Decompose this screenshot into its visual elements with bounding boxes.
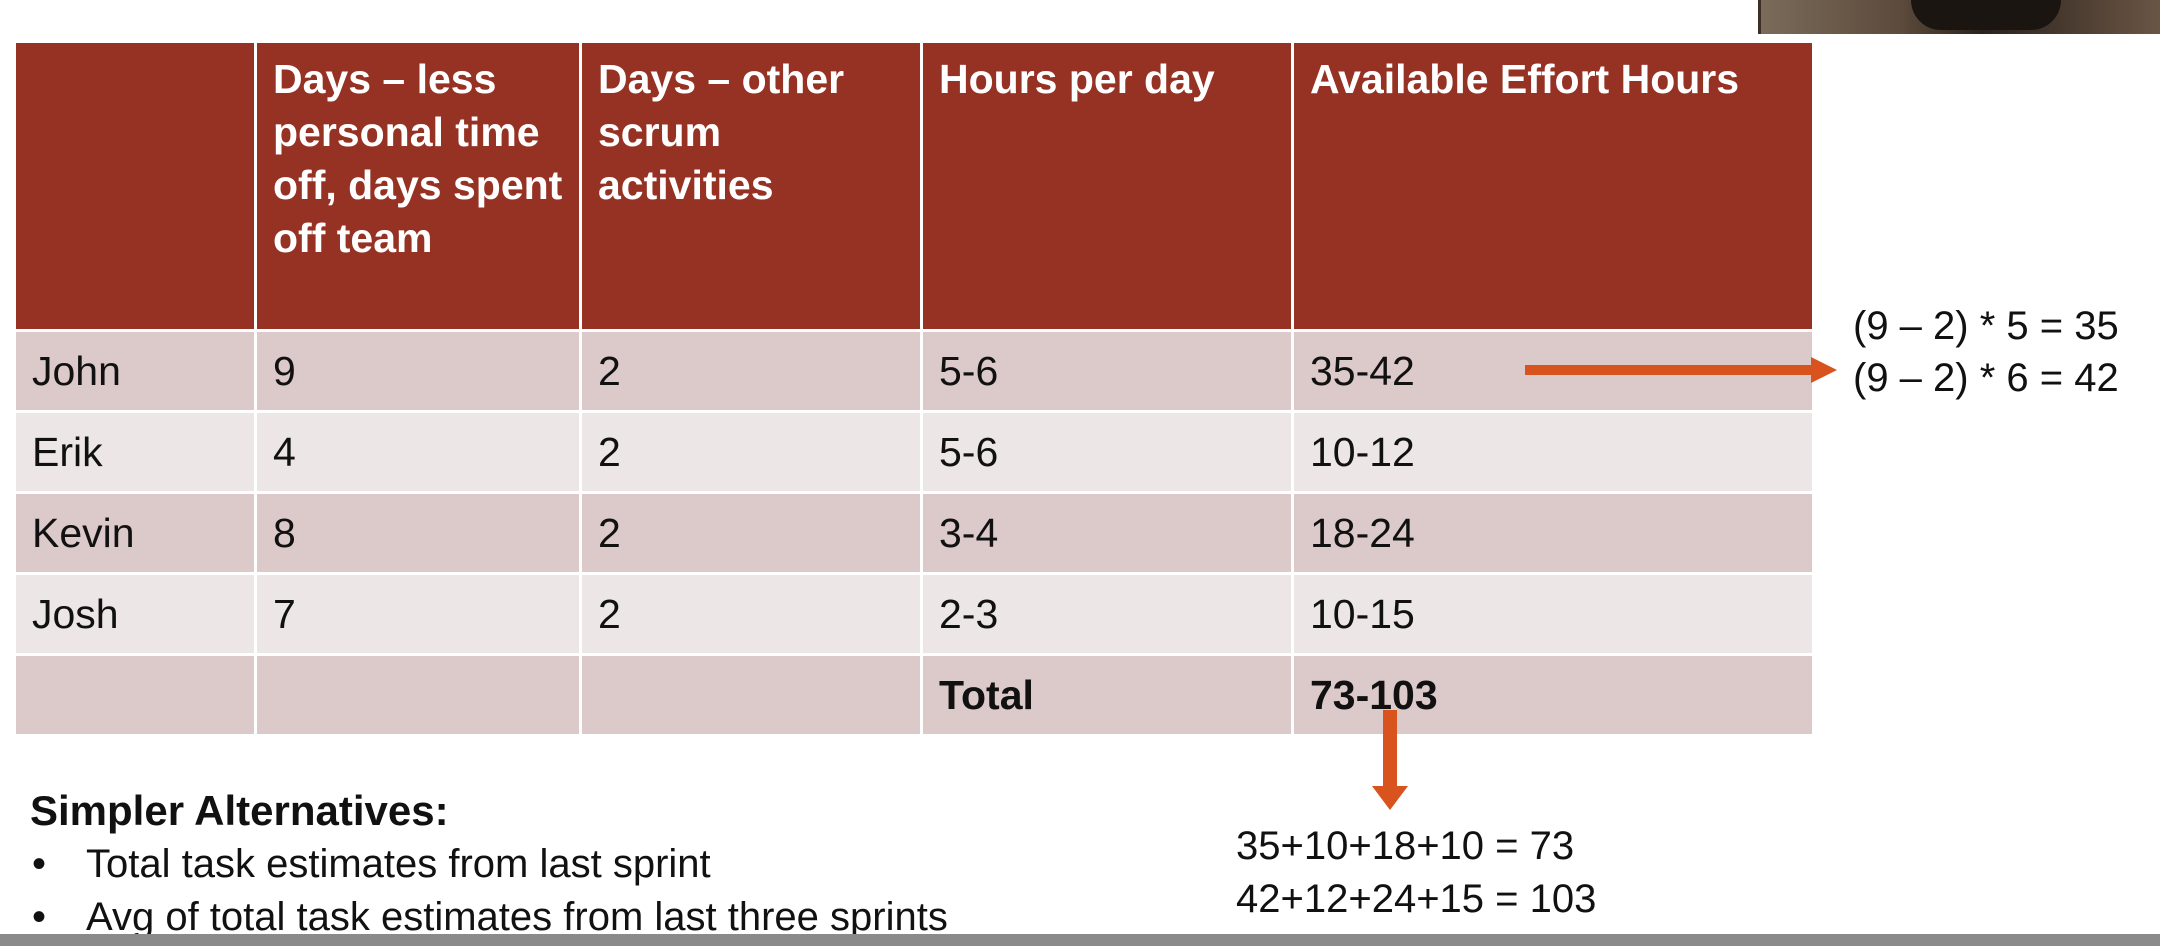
list-item: • Avg of total task estimates from last … xyxy=(30,891,948,944)
cell-effort: 10-12 xyxy=(1294,413,1812,491)
total-value: 73-103 xyxy=(1294,656,1812,734)
cell-hours: 3-4 xyxy=(923,494,1291,572)
alternatives-list: • Total task estimates from last sprint … xyxy=(30,838,948,944)
total-row: Total 73-103 xyxy=(16,656,1812,734)
table-row: Kevin 8 2 3-4 18-24 xyxy=(16,494,1812,572)
cell-name: Erik xyxy=(16,413,254,491)
cell-scrum-days: 2 xyxy=(582,332,920,410)
cell-hours: 5-6 xyxy=(923,413,1291,491)
webcam-thumbnail xyxy=(1758,0,2160,34)
calc-line-high: 42+12+24+15 = 103 xyxy=(1236,877,1597,921)
cell-scrum-days: 2 xyxy=(582,575,920,653)
table-row: Erik 4 2 5-6 10-12 xyxy=(16,413,1812,491)
arrow-right-icon xyxy=(1525,357,1837,383)
cell-name: Kevin xyxy=(16,494,254,572)
header-cell-name xyxy=(16,43,254,329)
arrow-down-icon xyxy=(1372,710,1408,810)
header-row: Days – less personal time off, days spen… xyxy=(16,43,1812,329)
cell-empty xyxy=(257,656,579,734)
list-item: • Total task estimates from last sprint xyxy=(30,838,948,891)
effort-table: Days – less personal time off, days spen… xyxy=(13,40,1815,737)
cell-empty xyxy=(16,656,254,734)
cell-name: Josh xyxy=(16,575,254,653)
player-progress-bar[interactable] xyxy=(0,934,2160,946)
total-calculation: 35+10+18+10 = 73 42+12+24+15 = 103 xyxy=(1236,820,1596,926)
total-label: Total xyxy=(923,656,1291,734)
header-cell-days-scrum: Days – other scrum activities xyxy=(582,43,920,329)
list-item-text: Avg of total task estimates from last th… xyxy=(86,895,948,939)
cell-effort: 10-15 xyxy=(1294,575,1812,653)
header-cell-hours-per-day: Hours per day xyxy=(923,43,1291,329)
cell-effort: 18-24 xyxy=(1294,494,1812,572)
header-cell-available-effort: Available Effort Hours xyxy=(1294,43,1812,329)
table-row: Josh 7 2 2-3 10-15 xyxy=(16,575,1812,653)
cell-scrum-days: 2 xyxy=(582,494,920,572)
cell-empty xyxy=(582,656,920,734)
cell-hours: 5-6 xyxy=(923,332,1291,410)
presenter-silhouette xyxy=(1911,0,2061,30)
cell-days: 8 xyxy=(257,494,579,572)
cell-days: 9 xyxy=(257,332,579,410)
calc-line-low: (9 – 2) * 5 = 35 xyxy=(1853,304,2119,348)
alternatives-title: Simpler Alternatives: xyxy=(30,787,449,834)
list-item-text: Total task estimates from last sprint xyxy=(86,842,711,886)
bullet-icon: • xyxy=(32,895,47,939)
cell-scrum-days: 2 xyxy=(582,413,920,491)
calc-line-low: 35+10+18+10 = 73 xyxy=(1236,824,1575,868)
bullet-icon: • xyxy=(32,842,47,886)
cell-name: John xyxy=(16,332,254,410)
header-cell-days-less-pto: Days – less personal time off, days spen… xyxy=(257,43,579,329)
cell-days: 4 xyxy=(257,413,579,491)
cell-days: 7 xyxy=(257,575,579,653)
calc-line-high: (9 – 2) * 6 = 42 xyxy=(1853,356,2119,400)
row-calculation: (9 – 2) * 5 = 35 (9 – 2) * 6 = 42 xyxy=(1853,300,2119,404)
cell-hours: 2-3 xyxy=(923,575,1291,653)
